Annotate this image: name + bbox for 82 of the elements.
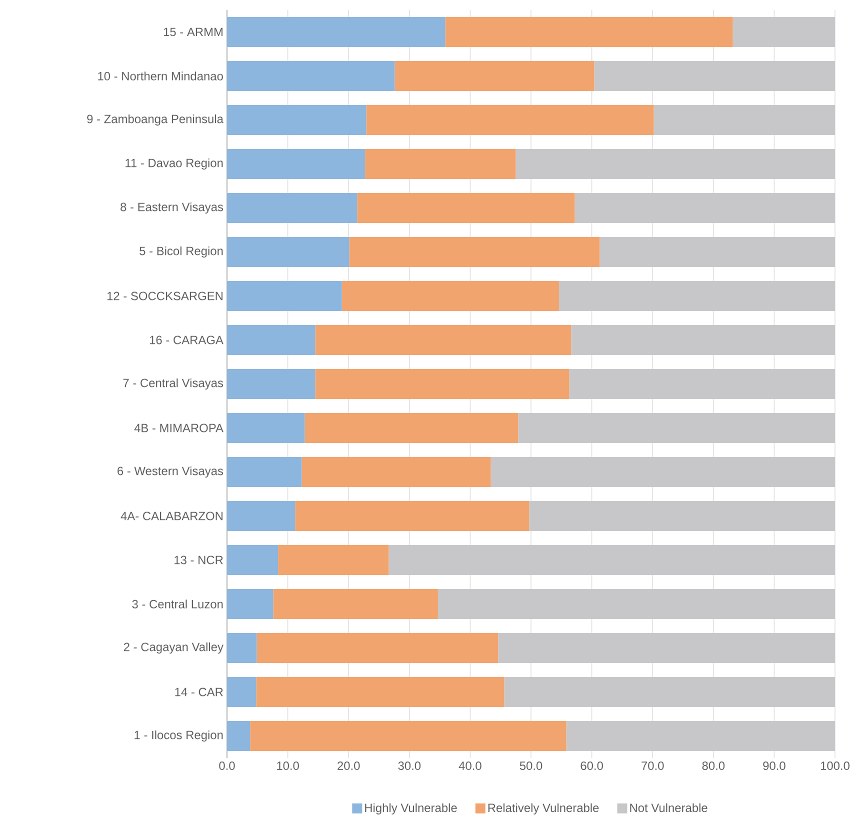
bar bbox=[227, 325, 316, 356]
bar bbox=[518, 413, 836, 444]
x-tick-label: 50.0 bbox=[520, 762, 542, 770]
bar bbox=[256, 677, 504, 708]
bar bbox=[227, 193, 358, 224]
bar bbox=[600, 237, 836, 268]
y-tick-label: 11 - Davao Region bbox=[126, 158, 223, 170]
bar bbox=[227, 677, 256, 708]
bar bbox=[227, 281, 342, 312]
bar bbox=[357, 193, 575, 224]
bar bbox=[498, 633, 836, 664]
bar bbox=[342, 281, 559, 312]
bar bbox=[594, 61, 836, 92]
x-tick-label: 10.0 bbox=[277, 762, 299, 770]
y-tick-label: 14 - CAR bbox=[175, 688, 223, 696]
bar bbox=[366, 105, 654, 136]
bar bbox=[256, 633, 498, 664]
x-tick-label: 90.0 bbox=[763, 762, 786, 770]
bar bbox=[504, 677, 836, 708]
y-tick-label: 8 - Eastern Visayas bbox=[120, 202, 224, 214]
bar bbox=[388, 545, 836, 576]
bar bbox=[295, 501, 530, 532]
bar bbox=[227, 633, 257, 664]
y-tick-label: 10 - Northern Mindanao bbox=[98, 72, 223, 80]
x-tick-label: 20.0 bbox=[338, 762, 360, 770]
x-tick-label: 40.0 bbox=[458, 762, 482, 770]
bar bbox=[315, 369, 570, 400]
bar bbox=[227, 369, 316, 400]
bar bbox=[566, 721, 836, 752]
y-tick-label: 12 - SOCCKSARGEN bbox=[107, 292, 222, 300]
x-tick-label: 0.0 bbox=[219, 762, 235, 770]
bar bbox=[490, 457, 836, 488]
y-tick-label: 16 - CARAGA bbox=[150, 336, 224, 344]
bar bbox=[315, 325, 572, 356]
bar bbox=[302, 457, 491, 488]
bar bbox=[569, 369, 836, 400]
bar bbox=[304, 413, 518, 444]
bar bbox=[349, 237, 600, 268]
bar bbox=[227, 589, 274, 620]
bar bbox=[227, 501, 296, 532]
bar bbox=[227, 413, 305, 444]
y-tick-label: 15 - ARMM bbox=[164, 28, 222, 36]
bar bbox=[394, 61, 594, 92]
y-tick-label: 1 - Ilocos Region bbox=[134, 730, 223, 742]
bar bbox=[227, 149, 366, 180]
x-tick-label: 100.0 bbox=[820, 762, 850, 770]
bar bbox=[558, 281, 836, 312]
bar bbox=[445, 17, 733, 48]
bar bbox=[571, 325, 836, 356]
y-tick-label: 4B - MIMAROPA bbox=[134, 424, 224, 432]
y-tick-label: 3 - Central Luzon bbox=[132, 600, 223, 608]
bar bbox=[227, 721, 250, 752]
bar bbox=[250, 721, 566, 752]
x-tick-label: 80.0 bbox=[702, 762, 725, 770]
bar bbox=[438, 589, 836, 620]
y-tick-label: 2 - Cagayan Valley bbox=[124, 642, 224, 654]
legend-label: Relatively Vulnerable bbox=[488, 803, 599, 814]
x-tick-label: 30.0 bbox=[398, 762, 421, 770]
y-tick-label: 6 - Western Visayas bbox=[118, 466, 224, 478]
legend-label: Highly Vulnerable bbox=[365, 803, 457, 814]
bar bbox=[227, 105, 366, 136]
bar bbox=[574, 193, 836, 224]
y-tick-label: 7 - Central Visayas bbox=[123, 378, 224, 390]
bar bbox=[227, 17, 446, 48]
bar bbox=[227, 457, 302, 488]
bar bbox=[365, 149, 516, 180]
bar bbox=[278, 545, 389, 576]
legend-label: Not Vulnerable bbox=[630, 803, 708, 812]
y-tick-label: 13 - NCR bbox=[174, 556, 223, 564]
bar bbox=[529, 501, 836, 532]
x-tick-label: 60.0 bbox=[580, 762, 603, 770]
bar bbox=[273, 589, 438, 620]
y-tick-label: 4A- CALABARZON bbox=[120, 512, 222, 520]
bar bbox=[654, 105, 836, 136]
bar bbox=[516, 149, 836, 180]
y-tick-label: 5 - Bicol Region bbox=[140, 246, 223, 258]
bar bbox=[227, 545, 278, 576]
bar bbox=[227, 61, 395, 92]
bar bbox=[227, 237, 350, 268]
bar bbox=[732, 17, 836, 48]
y-tick-label: 9 - Zamboanga Peninsula bbox=[87, 114, 224, 126]
x-tick-label: 70.0 bbox=[642, 762, 664, 770]
